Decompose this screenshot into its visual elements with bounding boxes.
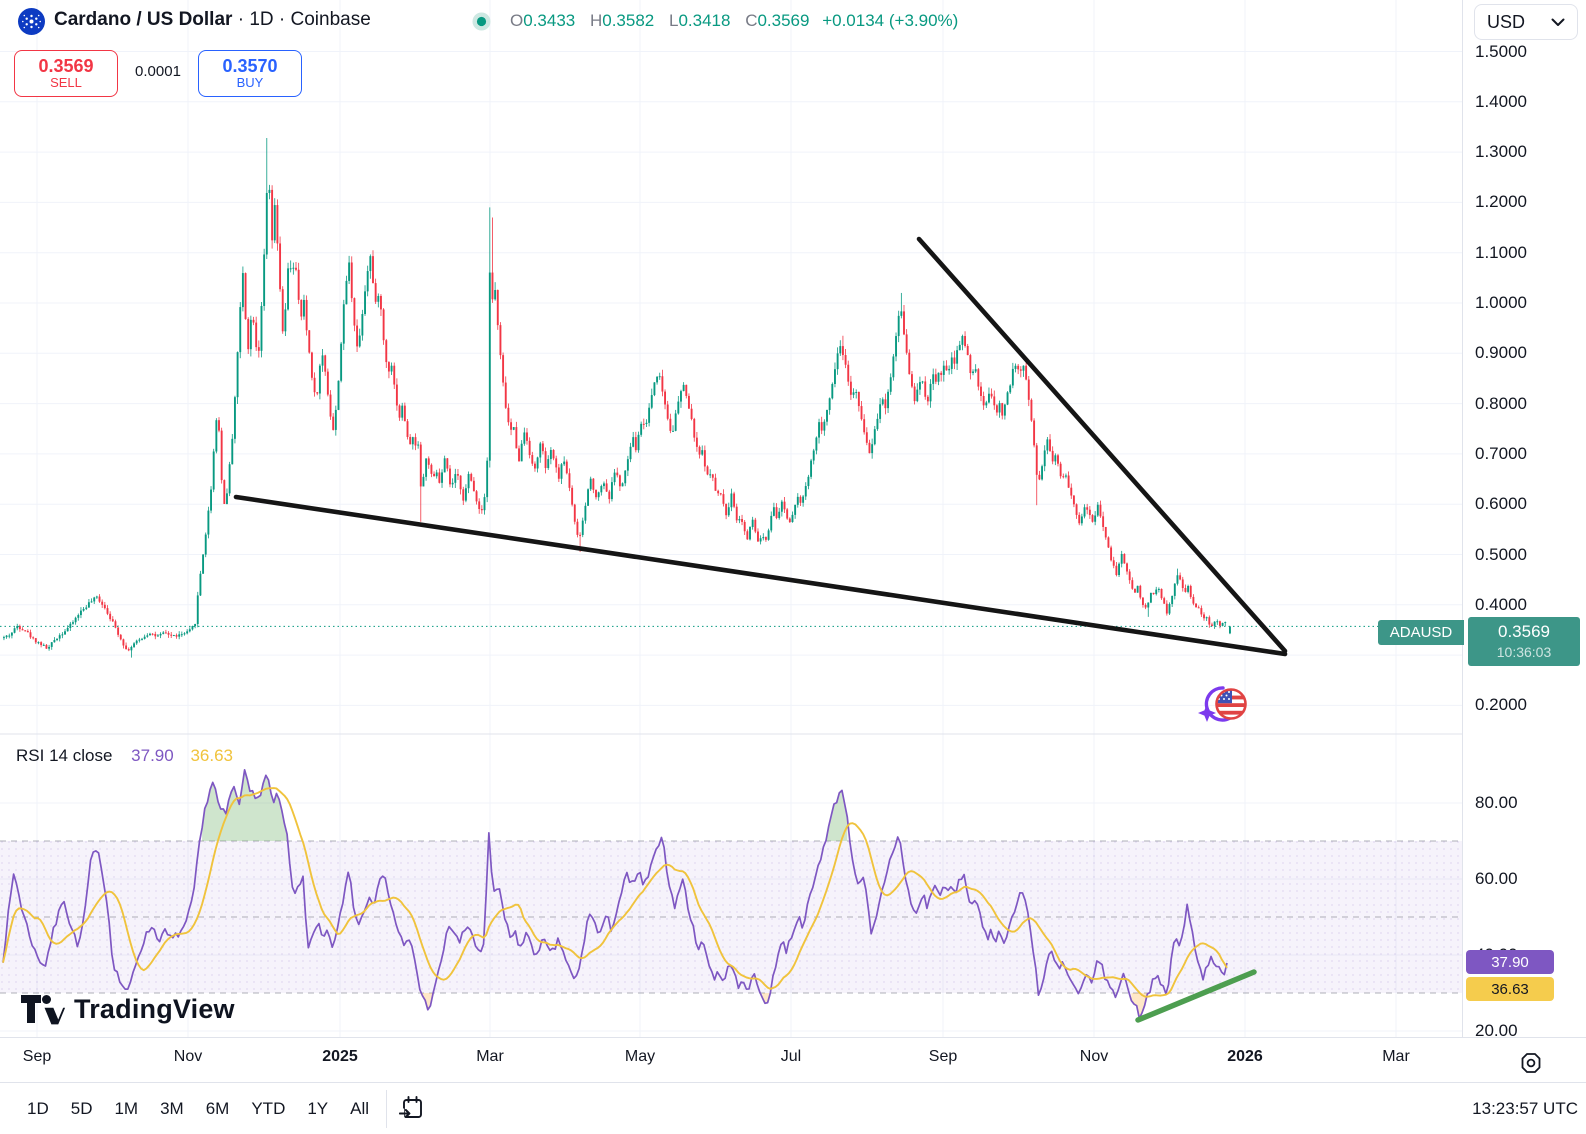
us-economic-event-flag-icon[interactable] [1193, 682, 1255, 730]
high-value: 0.3582 [602, 11, 654, 30]
time-tick-label: Nov [174, 1048, 202, 1066]
go-to-date-calendar-icon[interactable] [397, 1094, 427, 1124]
price-chart-canvas[interactable] [0, 0, 1462, 1037]
time-tick-label: Jul [781, 1048, 801, 1066]
range-button-6m[interactable]: 6M [195, 1093, 241, 1125]
rsi-tick-label: 80.00 [1475, 793, 1518, 813]
last-price-label: 0.3569 10:36:03 [1468, 617, 1580, 666]
bottom-toolbar: 1D5D1M3M6MYTD1YAll 13:23:57 UTC [0, 1082, 1586, 1134]
lower-wedge-line[interactable] [236, 497, 1285, 654]
price-tick-label: 0.2000 [1475, 695, 1527, 715]
price-tick-label: 0.8000 [1475, 394, 1527, 414]
range-button-1m[interactable]: 1M [103, 1093, 149, 1125]
price-scale-settings-gear-icon[interactable] [1516, 1050, 1546, 1078]
time-tick-label: Nov [1080, 1048, 1108, 1066]
rsi-indicator-header[interactable]: RSI 14 close 37.90 36.63 [16, 746, 233, 766]
range-button-1y[interactable]: 1Y [296, 1093, 339, 1125]
time-tick-label: Sep [23, 1048, 51, 1066]
time-tick-label: Mar [476, 1048, 504, 1066]
currency-selector[interactable]: USD [1474, 4, 1578, 40]
price-tick-label: 1.3000 [1475, 142, 1527, 162]
price-axis[interactable]: 1.5000 1.4000 1.3000 1.2000 1.1000 1.0000 0.90… [1462, 0, 1586, 1082]
symbol-price-tag: ADAUSD [1378, 620, 1464, 645]
tradingview-chart-window: 1.5000 1.4000 1.3000 1.2000 1.1000 1.0000 0.90… [0, 0, 1586, 1134]
ohlc-readout: O0.3433 H0.3582 L0.3418 C0.3569 +0.0134 … [500, 11, 958, 31]
price-tick-label: 0.9000 [1475, 343, 1527, 363]
time-tick-label: 2026 [1227, 1048, 1263, 1066]
bar-countdown: 10:36:03 [1497, 643, 1552, 661]
price-tick-label: 0.7000 [1475, 444, 1527, 464]
time-tick-label: 2025 [322, 1048, 358, 1066]
price-tick-label: 1.2000 [1475, 192, 1527, 212]
time-tick-label: Sep [929, 1048, 957, 1066]
chevron-down-icon [1551, 18, 1565, 27]
change-value: +0.0134 (+3.90%) [822, 11, 958, 30]
range-button-1d[interactable]: 1D [16, 1093, 60, 1125]
upper-wedge-line[interactable] [919, 239, 1285, 651]
rsi-current-value: 37.90 [131, 746, 174, 765]
price-tick-label: 0.6000 [1475, 494, 1527, 514]
sell-price: 0.3569 [38, 56, 93, 77]
currency-label: USD [1487, 12, 1525, 33]
spread-value: 0.0001 [128, 63, 188, 80]
candles-layer[interactable] [3, 138, 1231, 658]
market-status-icon[interactable] [472, 12, 491, 31]
low-value: 0.3418 [678, 11, 730, 30]
exchange-label: Coinbase [291, 9, 371, 30]
range-button-5d[interactable]: 5D [60, 1093, 104, 1125]
rsi-ma-current-value: 36.63 [190, 746, 233, 765]
tradingview-watermark[interactable]: TradingView [20, 993, 235, 1025]
utc-clock[interactable]: 13:23:57 UTC [1472, 1083, 1578, 1134]
close-value: 0.3569 [757, 11, 809, 30]
symbol-title[interactable]: Cardano / US Dollar · 1D · Coinbase [54, 9, 371, 31]
buy-button[interactable]: 0.3570 BUY [198, 50, 302, 97]
time-tick-label: Mar [1382, 1048, 1410, 1066]
price-tick-label: 0.4000 [1475, 595, 1527, 615]
range-button-3m[interactable]: 3M [149, 1093, 195, 1125]
toolbar-divider [386, 1090, 387, 1128]
price-tick-label: 1.1000 [1475, 243, 1527, 263]
price-tick-label: 1.4000 [1475, 92, 1527, 112]
price-tick-label: 0.5000 [1475, 545, 1527, 565]
time-axis[interactable]: Sep Nov 2025 Mar May Jul Sep Nov 2026 Mar [0, 1037, 1586, 1083]
time-tick-label: May [625, 1048, 655, 1066]
price-tick-label: 1.5000 [1475, 42, 1527, 62]
open-value: 0.3433 [523, 11, 575, 30]
rsi-tick-label: 60.00 [1475, 869, 1518, 889]
rsi-ma-axis-badge: 36.63 [1466, 977, 1554, 1001]
sell-button[interactable]: 0.3569 SELL [14, 50, 118, 97]
buy-price: 0.3570 [222, 56, 277, 77]
rsi-axis-badge: 37.90 [1466, 950, 1554, 974]
interval-label[interactable]: 1D [249, 9, 273, 30]
cardano-logo-icon[interactable] [18, 8, 45, 35]
range-button-all[interactable]: All [339, 1093, 380, 1125]
last-price-value: 0.3569 [1498, 621, 1550, 643]
price-tick-label: 1.0000 [1475, 293, 1527, 313]
range-button-ytd[interactable]: YTD [240, 1093, 296, 1125]
symbol-name[interactable]: Cardano / US Dollar [54, 9, 232, 30]
tradingview-logo-icon [20, 993, 66, 1025]
